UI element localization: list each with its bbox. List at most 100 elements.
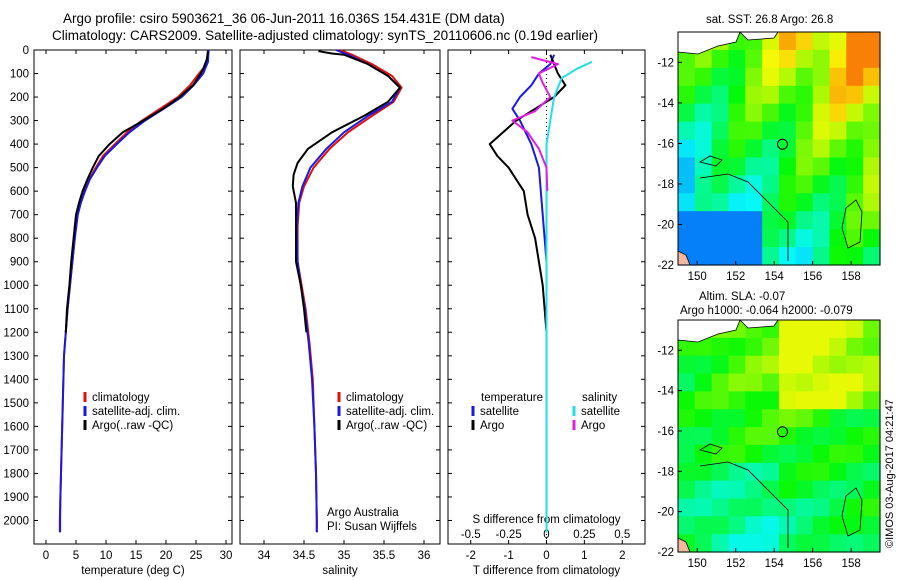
sst_map-ytick-label: -14 [657, 98, 674, 110]
sst_map-cell [779, 139, 797, 158]
sla_map-xtick-label: 152 [726, 558, 745, 570]
sla_map-cell [846, 444, 864, 464]
sst_map-ytick-label: -22 [657, 260, 674, 272]
salinity-xtick-label: 35.5 [373, 550, 395, 562]
sla_map-cell [711, 462, 730, 482]
sst_map-cell [812, 247, 831, 266]
sst_map-cell [829, 211, 847, 230]
sla_map-cell [694, 480, 713, 499]
sst_map-cell [863, 211, 881, 230]
sla_map-cell [745, 534, 763, 553]
sst_map-cell [745, 67, 763, 87]
sla_map-cell [762, 480, 780, 499]
sst_map-cell [678, 211, 696, 230]
sla_map-cell [779, 444, 797, 464]
sst_map-cell [711, 139, 730, 158]
sla_map-cell [779, 320, 797, 339]
sla_map-cell [779, 480, 797, 499]
sla_map-cell [728, 337, 746, 357]
sla_map-cell [795, 462, 814, 482]
sla_map-cell [728, 409, 746, 428]
sla_map-reef-contour [698, 443, 723, 455]
pi-label: PI: Susan Wijffels [327, 521, 417, 533]
sst_map-cell [694, 211, 713, 230]
sla_map-cell [829, 373, 847, 392]
sst_map-cell [846, 139, 864, 158]
difference-series-sargo [511, 56, 559, 192]
sst_map-cell [795, 32, 814, 51]
salinity-legend-label: climatology [346, 392, 404, 404]
sst_map-cell [846, 67, 864, 87]
sla_map-cell [745, 516, 763, 535]
sla_map-cell [829, 320, 847, 339]
sst_map-cell [678, 139, 696, 158]
sst_map-cell [728, 211, 746, 230]
sla_map-cell [863, 444, 881, 464]
sst_map-cell [829, 103, 847, 123]
sla_map-cell [812, 462, 831, 482]
sst_map-cell [745, 139, 763, 158]
sst_map-cell [795, 49, 814, 69]
sla_map-cell [846, 373, 864, 392]
sla_map-cell [846, 337, 864, 357]
sst_map-cell [812, 157, 831, 176]
depth-tick-label: 500 [10, 163, 29, 175]
sla_map-cell [829, 480, 847, 499]
sla_map-cell [846, 534, 864, 553]
temperature-xtick-label: 15 [130, 550, 143, 562]
sla_map-cell [728, 516, 746, 535]
sla_map-cell [694, 534, 713, 553]
sst_map-cell [728, 121, 746, 141]
diff-salinity-legend-title: salinity [582, 392, 617, 404]
depth-tick-label: 1400 [3, 374, 29, 386]
sst_map-field [678, 32, 881, 266]
sst_map-cell [678, 49, 696, 69]
sst_map-cell [678, 229, 696, 248]
sla_map-cell [795, 516, 814, 535]
sst_map-cell [863, 193, 881, 212]
sla_map-cell [863, 534, 881, 553]
sst_map-cell [795, 121, 814, 141]
sst_map-cell [694, 121, 713, 141]
sst_map-cell [812, 85, 831, 105]
sla_map-cell [863, 355, 881, 375]
sla_map-cell [745, 355, 763, 375]
salinity-xtick-label: 36 [418, 550, 431, 562]
sla_map-cell [812, 498, 831, 517]
sla_map-cell [694, 462, 713, 482]
sla_map-cell [812, 444, 831, 464]
sla_map-cell [678, 391, 696, 410]
sst_map-cell [694, 247, 713, 266]
diff-temperature-legend-label: Argo [480, 420, 504, 432]
sla_map-cell [795, 320, 814, 339]
sla_map-cell [863, 498, 881, 517]
sla_map-cell [711, 534, 730, 553]
sst_map-cell [846, 175, 864, 194]
sla_map-cell [863, 427, 881, 446]
sst_map-cell [711, 193, 730, 212]
institution-label: Argo Australia [327, 507, 399, 519]
sla_map-cell [678, 480, 696, 499]
sla_map-cell [812, 480, 831, 499]
sst_map-cell [795, 67, 814, 87]
diff-temperature-legend-label: satellite [480, 406, 519, 418]
sst-map-title: sat. SST: 26.8 Argo: 26.8 [706, 14, 834, 26]
sla_map-cell [762, 444, 780, 464]
sla_map-cell [762, 462, 780, 482]
temperature-xtick-label: 20 [160, 550, 173, 562]
sst_map-cell [846, 211, 864, 230]
sst_map-cell [846, 103, 864, 123]
sst_map-cell [779, 157, 797, 176]
sla_map-cell [762, 355, 780, 375]
sla_map-cell [711, 444, 730, 464]
sst_map-cell [863, 85, 881, 105]
depth-tick-label: 800 [10, 233, 29, 245]
depth-tick-label: 1000 [3, 280, 29, 292]
sst_map-ytick-label: -20 [657, 219, 674, 231]
sla_map-cell [678, 337, 696, 357]
sla_map-cell [863, 409, 881, 428]
sst_map-ytick-label: -16 [657, 138, 674, 150]
sst_map-cell [829, 121, 847, 141]
sst_map-cell [711, 49, 730, 69]
